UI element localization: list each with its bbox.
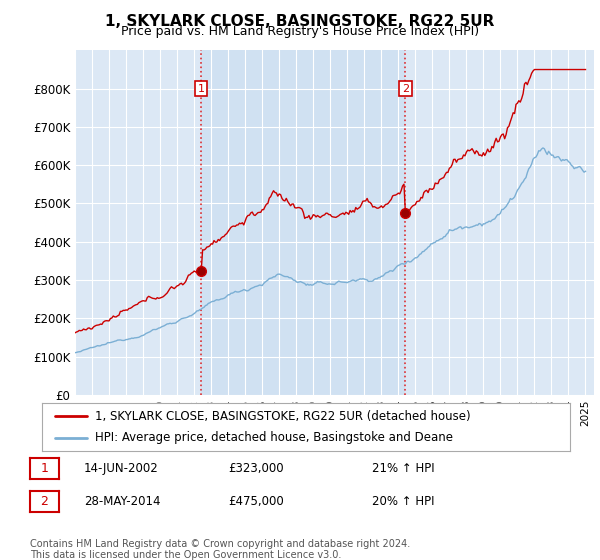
Text: 14-JUN-2002: 14-JUN-2002 bbox=[84, 461, 159, 475]
Text: Contains HM Land Registry data © Crown copyright and database right 2024.
This d: Contains HM Land Registry data © Crown c… bbox=[30, 539, 410, 560]
Text: 21% ↑ HPI: 21% ↑ HPI bbox=[372, 461, 434, 475]
Text: 1: 1 bbox=[40, 461, 49, 475]
Text: 28-MAY-2014: 28-MAY-2014 bbox=[84, 495, 161, 508]
Text: £475,000: £475,000 bbox=[228, 495, 284, 508]
Text: Price paid vs. HM Land Registry's House Price Index (HPI): Price paid vs. HM Land Registry's House … bbox=[121, 25, 479, 38]
Text: 1, SKYLARK CLOSE, BASINGSTOKE, RG22 5UR (detached house): 1, SKYLARK CLOSE, BASINGSTOKE, RG22 5UR … bbox=[95, 409, 470, 423]
Text: 20% ↑ HPI: 20% ↑ HPI bbox=[372, 495, 434, 508]
Text: 2: 2 bbox=[402, 83, 409, 94]
Text: HPI: Average price, detached house, Basingstoke and Deane: HPI: Average price, detached house, Basi… bbox=[95, 431, 453, 445]
Text: £323,000: £323,000 bbox=[228, 461, 284, 475]
Text: 2: 2 bbox=[40, 495, 49, 508]
Text: 1: 1 bbox=[198, 83, 205, 94]
Text: 1, SKYLARK CLOSE, BASINGSTOKE, RG22 5UR: 1, SKYLARK CLOSE, BASINGSTOKE, RG22 5UR bbox=[106, 14, 494, 29]
Bar bbox=[201, 50, 406, 395]
